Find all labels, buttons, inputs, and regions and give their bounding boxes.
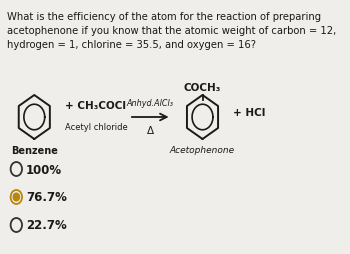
Text: 76.7%: 76.7% xyxy=(26,191,67,204)
Text: Acetophenone: Acetophenone xyxy=(170,146,235,154)
Text: Benzene: Benzene xyxy=(11,146,58,155)
Text: 100%: 100% xyxy=(26,163,62,176)
Text: acetophenone if you know that the atomic weight of carbon = 12,: acetophenone if you know that the atomic… xyxy=(7,26,336,36)
Text: What is the efficiency of the atom for the reaction of preparing: What is the efficiency of the atom for t… xyxy=(7,12,321,22)
Text: Δ: Δ xyxy=(147,125,154,135)
Text: 22.7%: 22.7% xyxy=(26,219,67,232)
Text: COCH₃: COCH₃ xyxy=(184,83,221,93)
Text: + CH₃COCl: + CH₃COCl xyxy=(65,101,126,110)
Text: hydrogen = 1, chlorine = 35.5, and oxygen = 16?: hydrogen = 1, chlorine = 35.5, and oxyge… xyxy=(7,40,256,50)
Text: Anhyd.AlCl₃: Anhyd.AlCl₃ xyxy=(127,99,174,108)
Circle shape xyxy=(13,193,20,201)
Text: Acetyl chloride: Acetyl chloride xyxy=(65,122,128,132)
Text: + HCl: + HCl xyxy=(233,108,265,118)
